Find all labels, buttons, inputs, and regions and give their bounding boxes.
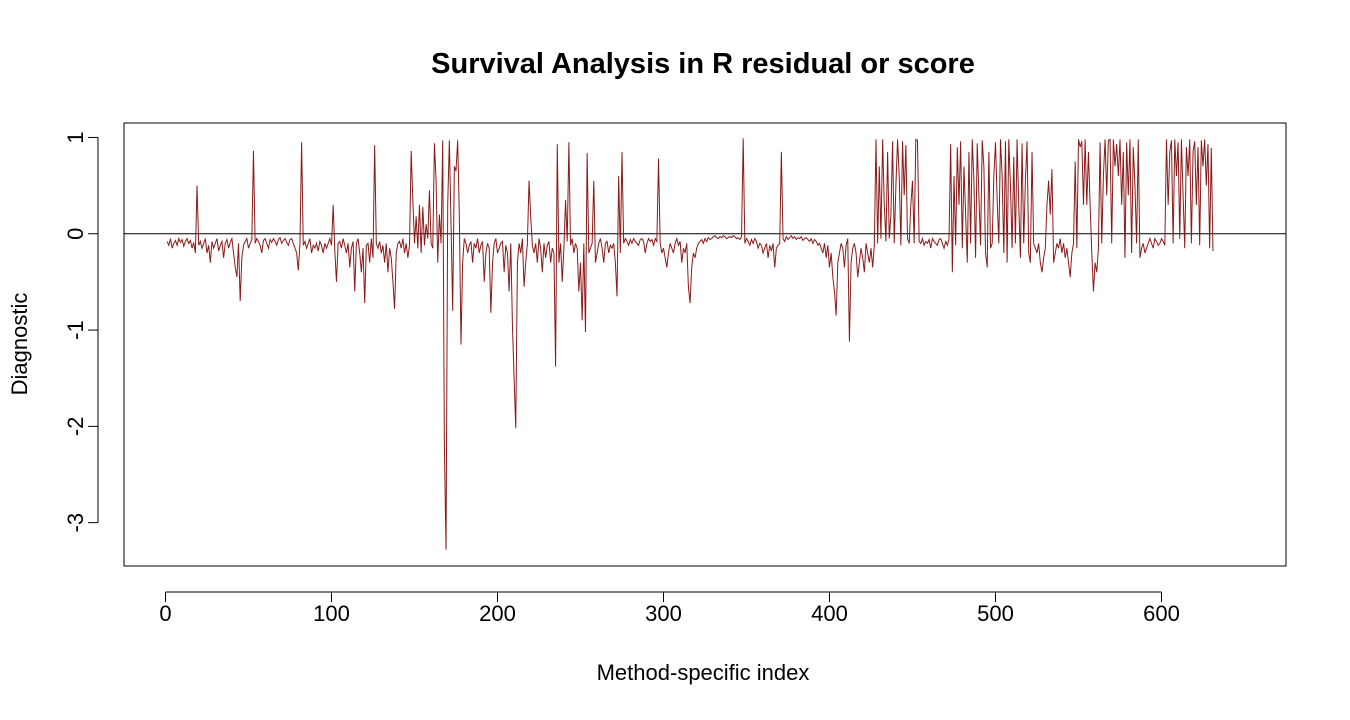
chart-title: Survival Analysis in R residual or score	[431, 48, 975, 80]
y-tick-label: 0	[63, 228, 88, 240]
y-tick-label: -3	[63, 513, 88, 533]
x-tick-label: 0	[159, 601, 171, 626]
x-axis-label: Method-specific index	[597, 660, 810, 685]
x-tick-label: 600	[1143, 601, 1180, 626]
x-tick-label: 400	[811, 601, 848, 626]
y-tick-label: -1	[63, 320, 88, 340]
y-tick-label: -2	[63, 417, 88, 437]
axes: 0 100 200 300 400 500 600 -3 -2 -1 0 1	[63, 122, 1287, 626]
x-tick-label: 100	[313, 601, 350, 626]
y-tick-label: 1	[63, 131, 88, 143]
series-layer	[166, 138, 1214, 550]
x-tick-label: 500	[977, 601, 1014, 626]
x-tick-label: 200	[479, 601, 516, 626]
y-axis-label: Diagnostic	[7, 293, 32, 396]
x-tick-label: 300	[645, 601, 682, 626]
plot-frame	[123, 122, 1287, 567]
diagnostic-series-line	[166, 138, 1214, 550]
